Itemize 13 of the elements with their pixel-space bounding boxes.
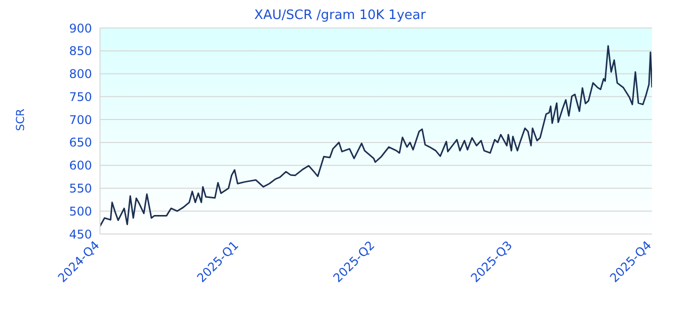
- y-tick-label: 550: [69, 181, 92, 196]
- chart-title: XAU/SCR /gram 10K 1year: [253, 8, 427, 23]
- y-tick-label: 750: [69, 90, 92, 104]
- y-tick-label: 500: [69, 204, 92, 218]
- y-tick-label: 850: [69, 44, 92, 58]
- y-tick-label: 450: [69, 227, 92, 242]
- y-tick-label: 900: [69, 21, 92, 36]
- y-axis-title: SCR: [14, 108, 27, 131]
- y-tick-label: 600: [69, 158, 92, 173]
- y-tick-label: 650: [69, 136, 92, 150]
- y-tick-label: 700: [69, 112, 92, 127]
- line-series: [100, 45, 652, 227]
- y-tick-label: 800: [69, 67, 92, 82]
